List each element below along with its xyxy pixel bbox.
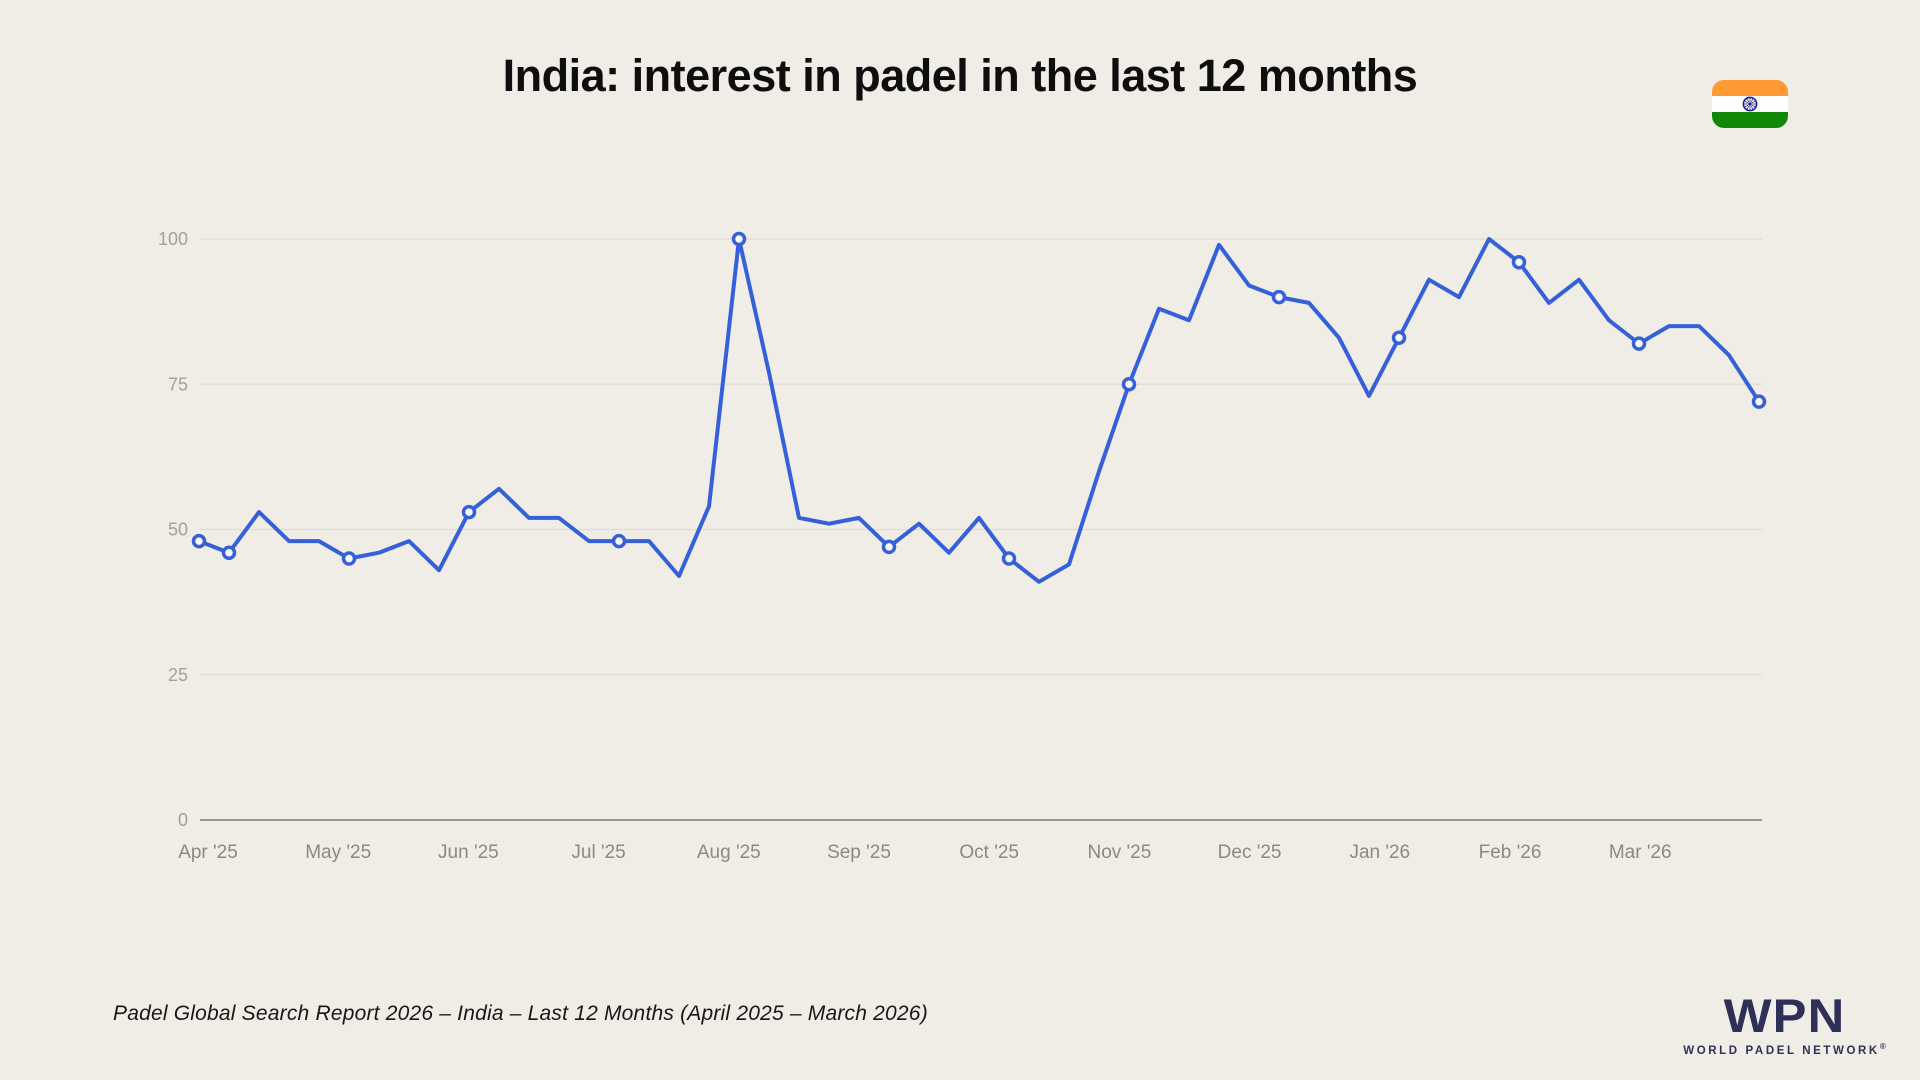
source-caption: Padel Global Search Report 2026 – India …	[113, 1002, 928, 1025]
data-point-marker-week-52	[1751, 394, 1767, 409]
ytick-label-75: 75	[168, 374, 188, 394]
ashoka-chakra-hub	[1748, 102, 1752, 106]
month-label-10: Jan '26	[1349, 842, 1410, 863]
data-point-marker-week-40	[1391, 330, 1407, 346]
ashoka-chakra-ring	[1742, 96, 1758, 112]
ashoka-chakra-spokes	[1743, 97, 1757, 111]
data-point-marker-week-18	[731, 231, 747, 247]
wpn-wordmark-text: WORLD PADEL NETWORK	[1683, 1044, 1880, 1057]
month-label-9: Dec '25	[1218, 842, 1282, 863]
wpn-logo-acronym: WPN	[1723, 989, 1846, 1042]
ytick-label-100: 100	[158, 229, 188, 249]
flag-saffron-stripe	[1712, 80, 1788, 96]
month-label-1: Apr '25	[178, 842, 238, 863]
data-point-marker-week-1	[221, 545, 237, 560]
month-label-3: Jun '25	[438, 842, 499, 863]
registered-mark: ®	[1879, 1042, 1886, 1051]
ytick-label-50: 50	[168, 520, 188, 540]
wpn-logo-wordmark: WORLD PADEL NETWORK®	[1677, 1043, 1892, 1057]
flag-green-stripe	[1712, 112, 1788, 128]
month-label-11: Feb '26	[1479, 842, 1542, 863]
interest-line	[197, 237, 1761, 584]
data-point-marker-week-44	[1511, 254, 1527, 270]
data-point-marker-week-9	[461, 504, 477, 520]
data-point-marker-week-36	[1271, 289, 1287, 305]
data-point-marker-week-23	[881, 539, 897, 555]
data-point-marker-week-14	[611, 533, 627, 549]
month-label-5: Aug '25	[697, 842, 761, 863]
month-label-12: Mar '26	[1609, 842, 1672, 863]
month-label-8: Nov '25	[1087, 842, 1151, 863]
data-point-marker-week-31	[1121, 377, 1137, 392]
ytick-label-0: 0	[178, 810, 188, 830]
data-point-marker-week-0	[191, 533, 207, 549]
month-label-6: Sep '25	[827, 842, 891, 863]
data-point-marker-week-48	[1631, 336, 1647, 351]
month-label-2: May '25	[305, 842, 371, 863]
india-flag-icon	[1712, 80, 1788, 128]
month-label-7: Oct '25	[959, 842, 1019, 863]
wpn-logo: WPN WORLD PADEL NETWORK®	[1677, 992, 1892, 1057]
chart-title: India: interest in padel in the last 12 …	[502, 50, 1418, 101]
data-point-marker-week-5	[341, 551, 357, 566]
month-label-4: Jul '25	[571, 842, 625, 863]
ytick-label-25: 25	[168, 665, 188, 685]
data-point-marker-week-27	[1001, 551, 1017, 566]
